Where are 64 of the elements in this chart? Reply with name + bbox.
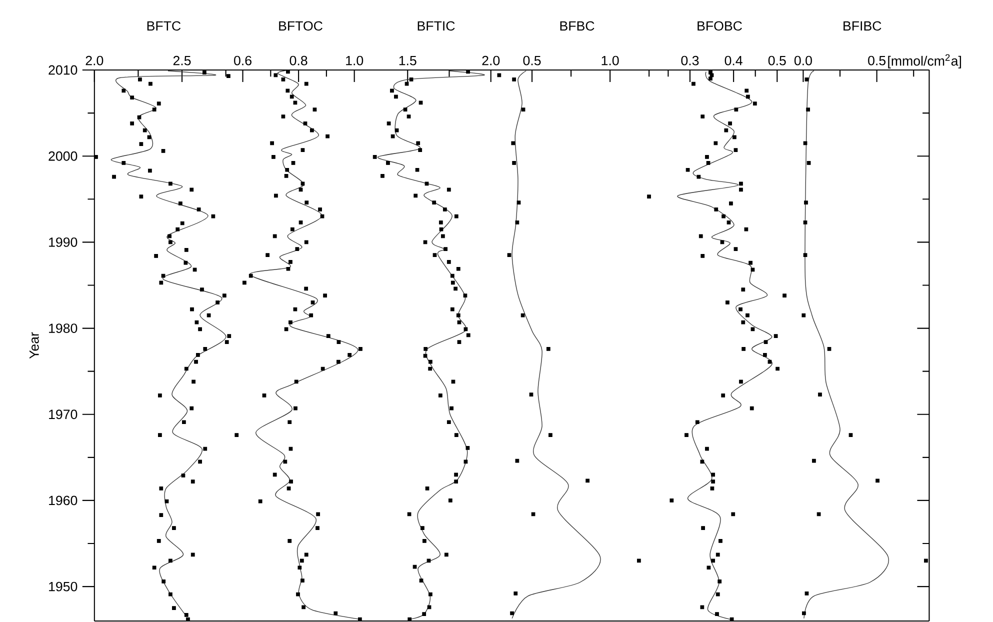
point <box>516 200 521 205</box>
point <box>803 141 808 146</box>
x-tick-label: 0.8 <box>290 56 308 66</box>
point <box>806 108 810 112</box>
point <box>803 253 808 258</box>
y-tick-label: 1990 <box>49 238 78 248</box>
point <box>827 347 832 352</box>
y-tick-label: 1960 <box>49 496 78 506</box>
point <box>507 253 512 258</box>
point <box>803 220 808 225</box>
x-tick-label: 0.6 <box>234 56 252 66</box>
point <box>515 459 520 464</box>
x-tick-label: 0.3 <box>681 56 699 66</box>
point <box>804 78 809 82</box>
point <box>804 200 808 205</box>
y-tick-label: 1970 <box>49 410 78 420</box>
chart-title: BFOBC <box>698 21 742 31</box>
point <box>802 612 806 616</box>
x-tick-label: 0.4 <box>724 56 742 66</box>
chart-title: BFBC <box>560 21 594 31</box>
point <box>511 141 516 146</box>
x-tick-label: 2.0 <box>86 56 104 66</box>
x-tick-label: 1.0 <box>602 56 619 66</box>
line-series <box>110 70 226 616</box>
x-tick-label: 1.5 <box>399 56 416 66</box>
point <box>521 108 526 112</box>
point <box>529 392 534 397</box>
point <box>812 459 816 464</box>
point <box>510 612 514 616</box>
x-tick-label: 1.0 <box>346 56 364 66</box>
point <box>512 78 516 82</box>
point <box>548 433 552 438</box>
point <box>520 314 525 318</box>
chart-title: BFIBC <box>844 21 882 31</box>
chart-title: BFTOC <box>279 21 322 31</box>
point <box>636 559 641 563</box>
point <box>512 161 516 166</box>
y-axis-title: Year <box>30 332 39 359</box>
point <box>586 478 590 483</box>
x-tick-label: 0.0 <box>794 56 812 66</box>
x-tick-label: 0.5 <box>768 56 786 66</box>
point <box>546 347 550 352</box>
y-tick-label: 2010 <box>48 66 78 75</box>
point <box>848 433 853 438</box>
point <box>802 314 806 318</box>
y-tick-label: 1950 <box>49 582 78 592</box>
x-tick-label: 2.5 <box>173 56 191 66</box>
point <box>804 592 809 596</box>
x-axis-title: [mmol/cm$^{2}$a] <box>888 54 962 69</box>
x-tick-label: 2.0 <box>482 56 500 66</box>
chart-title: BFTC <box>147 21 181 31</box>
point <box>531 512 536 516</box>
point <box>924 559 928 563</box>
point <box>515 220 520 225</box>
x-tick-label: 0.5 <box>868 56 886 66</box>
y-tick-label: 2000 <box>48 152 78 162</box>
point <box>818 392 822 397</box>
point <box>876 478 880 483</box>
point <box>514 592 518 596</box>
x-tick-label: 0.5 <box>523 56 541 66</box>
point <box>806 161 811 166</box>
point <box>816 512 821 516</box>
y-tick-label: 1980 <box>49 324 78 334</box>
chart-title: BFTIC <box>418 21 455 31</box>
